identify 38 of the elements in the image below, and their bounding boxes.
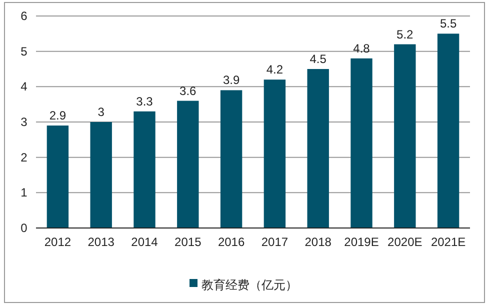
x-tick-label: 2018 (304, 235, 332, 249)
data-label: 3.3 (136, 94, 154, 108)
y-tick-label: 1 (20, 186, 28, 200)
y-tick-label: 2 (20, 150, 28, 164)
bar (134, 111, 156, 228)
data-label: 3.9 (222, 73, 240, 88)
x-tick-label: 2017 (261, 235, 288, 249)
data-label: 3.6 (180, 84, 197, 98)
data-label: 5.2 (396, 27, 414, 42)
x-tick-label: 2015 (174, 235, 202, 249)
bar (90, 122, 112, 228)
x-tick-label: 2013 (88, 235, 115, 249)
data-label: 4.2 (266, 62, 284, 77)
y-tick-label: 6 (20, 9, 28, 23)
bar (394, 44, 416, 228)
bar (307, 69, 329, 228)
x-tick-label: 2021E (430, 235, 466, 249)
data-label: 4.8 (353, 41, 370, 56)
x-tick-label: 2016 (218, 235, 245, 249)
bar (220, 90, 242, 228)
bar (437, 34, 460, 228)
x-tick-label: 2014 (131, 235, 158, 249)
y-tick-label: 0 (20, 221, 28, 235)
data-label: 3 (98, 105, 105, 119)
y-tick-label: 3 (20, 115, 28, 129)
y-tick-label: 4 (20, 80, 28, 94)
legend-label: 教育经费（亿元） (202, 278, 298, 292)
data-label: 2.9 (49, 108, 66, 123)
y-tick-label: 5 (20, 44, 28, 58)
bar (177, 100, 199, 228)
x-tick-label: 2020E (388, 235, 422, 249)
bar (264, 80, 286, 228)
data-label: 5.5 (440, 16, 457, 31)
x-tick-label: 2012 (44, 235, 72, 249)
data-label: 4.5 (310, 52, 327, 66)
x-tick-label: 2019E (344, 235, 379, 249)
bar (46, 126, 69, 228)
bar (350, 58, 372, 228)
